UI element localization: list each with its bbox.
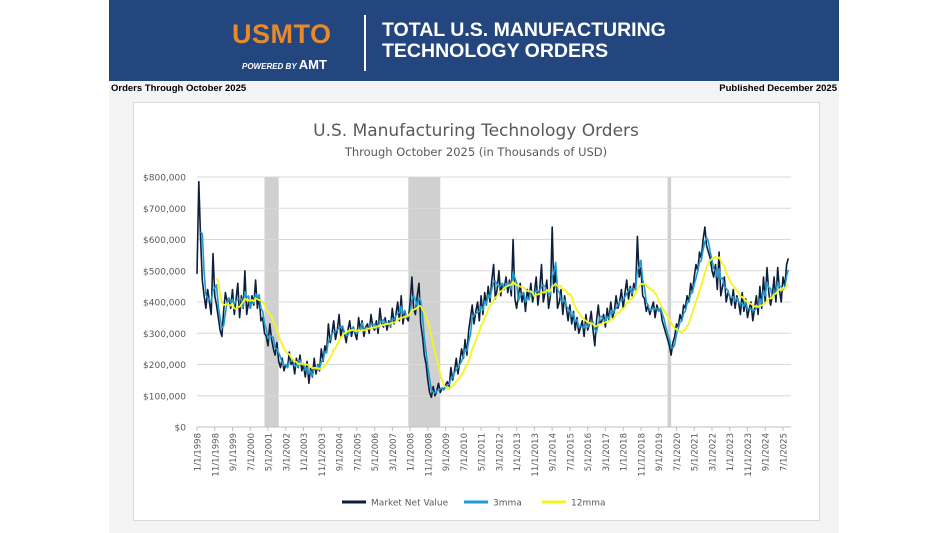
x-tick-label: 3/1/2017 <box>602 433 612 471</box>
x-tick-label: 9/1/2009 <box>442 433 452 471</box>
x-tick-label: 11/1/1998 <box>211 433 221 477</box>
header-divider <box>364 15 366 71</box>
powered-by-text: POWERED BY <box>242 62 297 71</box>
x-tick-label: 11/1/2003 <box>318 433 328 477</box>
legend-label: 12mma <box>571 499 606 509</box>
y-tick-label: $400,000 <box>143 299 186 309</box>
y-tick-label: $100,000 <box>143 392 186 402</box>
chart-title: U.S. Manufacturing Technology Orders <box>313 121 639 141</box>
x-tick-label: 5/1/2001 <box>265 433 275 471</box>
x-tick-label: 7/1/2005 <box>353 433 363 471</box>
x-tick-label: 3/1/2022 <box>708 433 718 471</box>
x-tick-label: 5/1/2011 <box>478 433 488 471</box>
x-tick-label: 11/1/2013 <box>531 433 541 477</box>
x-tick-label: 1/1/2018 <box>620 433 630 471</box>
x-tick-label: 3/1/2002 <box>282 433 292 471</box>
legend-label: Market Net Value <box>371 499 449 509</box>
y-tick-label: $0 <box>175 424 187 434</box>
x-tick-label: 9/1/2024 <box>762 433 772 471</box>
x-tick-label: 1/1/2008 <box>407 433 417 471</box>
powered-by-amt: POWERED BY AMT <box>242 57 327 72</box>
title-line-2: TECHNOLOGY ORDERS <box>382 40 609 62</box>
orders-through-note: Orders Through October 2025 <box>111 83 247 94</box>
usmto-logo: USMTO <box>232 19 332 49</box>
x-tick-label: 5/1/2021 <box>691 433 701 471</box>
published-note: Published December 2025 <box>719 83 837 94</box>
x-tick-label: 1/1/2013 <box>513 433 523 471</box>
x-tick-label: 9/1/2019 <box>655 433 665 471</box>
x-tick-label: 7/1/2000 <box>247 433 257 471</box>
report-title: TOTAL U.S. MANUFACTURING TECHNOLOGY ORDE… <box>382 20 666 62</box>
x-tick-label: 1/1/2003 <box>300 433 310 471</box>
x-tick-label: 3/1/2007 <box>389 433 399 471</box>
x-tick-label: 9/1/2014 <box>549 433 559 471</box>
line-chart: U.S. Manufacturing Technology Orders Thro… <box>143 121 791 509</box>
title-line-1: TOTAL U.S. MANUFACTURING <box>382 19 666 41</box>
series-12mma <box>215 255 789 391</box>
x-tick-label: 3/1/2012 <box>495 433 505 471</box>
y-tick-label: $600,000 <box>143 236 186 246</box>
x-tick-label: 11/1/2008 <box>424 433 434 477</box>
x-tick-label: 5/1/2006 <box>371 433 381 471</box>
y-tick-label: $700,000 <box>143 205 186 215</box>
chart-container: U.S. Manufacturing Technology Orders Thro… <box>133 102 820 521</box>
x-tick-label: 7/1/2010 <box>460 433 470 471</box>
x-tick-label: 9/1/2004 <box>336 433 346 471</box>
series-3mma <box>199 231 790 394</box>
amt-brand: AMT <box>298 57 327 72</box>
x-tick-label: 7/1/2015 <box>566 433 576 471</box>
header-banner: USMTO POWERED BY AMT TOTAL U.S. MANUFACT… <box>109 0 839 81</box>
x-tick-label: 11/1/2018 <box>637 433 647 477</box>
x-tick-label: 11/1/2023 <box>744 433 754 477</box>
x-tick-label: 7/1/2025 <box>780 433 790 471</box>
y-tick-label: $300,000 <box>143 330 186 340</box>
x-tick-label: 5/1/2016 <box>584 433 594 471</box>
y-tick-label: $200,000 <box>143 361 186 371</box>
x-tick-label: 1/1/1998 <box>194 433 204 471</box>
x-tick-label: 7/1/2020 <box>673 433 683 471</box>
chart-subtitle: Through October 2025 (in Thousands of US… <box>344 145 607 159</box>
y-tick-label: $800,000 <box>143 174 186 184</box>
report-page: USMTO POWERED BY AMT TOTAL U.S. MANUFACT… <box>109 0 839 533</box>
x-tick-label: 1/1/2023 <box>726 433 736 471</box>
y-tick-label: $500,000 <box>143 267 186 277</box>
x-tick-label: 9/1/1999 <box>229 433 239 471</box>
legend-label: 3mma <box>493 499 522 509</box>
